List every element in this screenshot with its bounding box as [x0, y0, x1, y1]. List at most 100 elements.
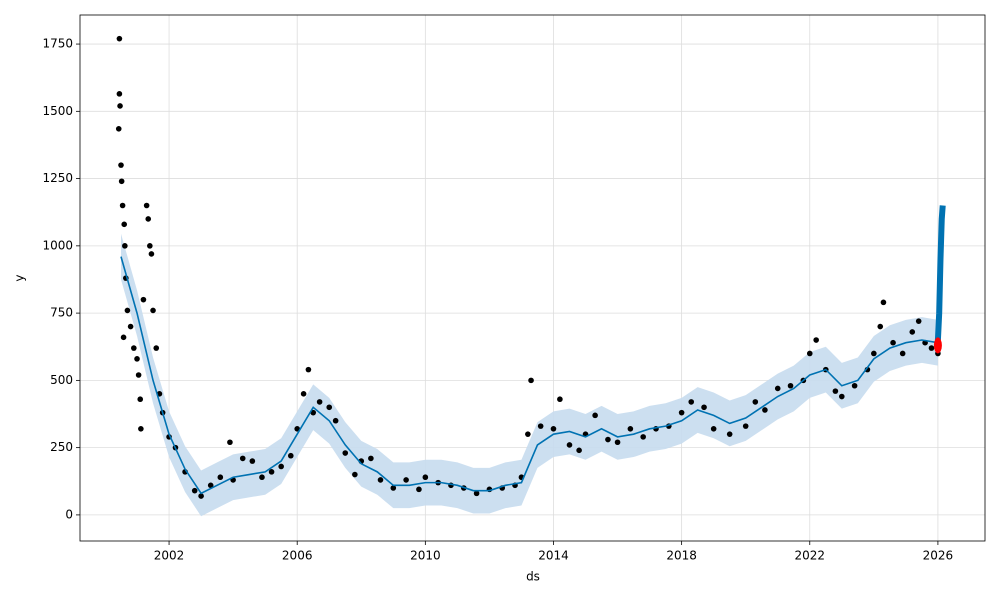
actual-point [137, 396, 144, 403]
actual-point [153, 345, 160, 351]
actual-point [148, 251, 155, 257]
actual-point [422, 474, 429, 481]
actual-point [774, 385, 781, 392]
actual-point [688, 399, 695, 405]
x-tick-label: 2010 [410, 549, 441, 563]
actual-point [138, 426, 144, 432]
actual-point [127, 323, 134, 330]
y-axis-label: y [13, 274, 27, 281]
actual-point [915, 318, 922, 324]
actual-point [239, 455, 246, 462]
y-tick-label: 250 [50, 440, 73, 454]
y-tick-label: 1000 [42, 238, 73, 252]
actual-point [147, 243, 153, 249]
actual-point [268, 469, 275, 475]
uncertainty-band [121, 233, 938, 517]
actual-point [131, 345, 137, 351]
actual-point [605, 436, 611, 443]
actual-point [377, 477, 384, 483]
actual-point [787, 382, 794, 389]
actual-point [416, 486, 422, 493]
actual-point [300, 391, 307, 397]
actual-point [140, 296, 147, 303]
actual-point [326, 404, 333, 411]
x-tick-label: 2018 [666, 549, 697, 563]
actual-point [678, 409, 685, 416]
actual-point [294, 426, 301, 432]
actual-point [640, 434, 646, 440]
actual-point [813, 337, 819, 343]
actual-point [871, 350, 877, 357]
y-tick-label: 500 [50, 373, 73, 387]
x-axis-label: ds [526, 570, 540, 584]
y-tick-label: 750 [50, 306, 73, 320]
forecast-line [120, 256, 939, 495]
x-tick-label: 2006 [282, 549, 313, 563]
actual-point [742, 423, 749, 429]
future-forecast [934, 205, 946, 341]
actual-point [550, 426, 557, 432]
actual-point [117, 103, 123, 109]
actual-point [627, 426, 634, 432]
actual-point [135, 372, 142, 378]
actual-point [851, 382, 858, 389]
actual-point [592, 412, 598, 419]
y-tick-label: 1500 [42, 104, 73, 118]
actual-point [390, 485, 397, 491]
actual-point [305, 366, 312, 373]
actual-point [890, 339, 896, 346]
actual-point [726, 431, 733, 437]
actual-point [217, 474, 224, 481]
actual-point [899, 350, 906, 357]
actual-point [191, 487, 198, 494]
x-tick-label: 2002 [154, 549, 185, 563]
actual-point [806, 350, 813, 357]
actual-point [122, 243, 128, 249]
actual-point [310, 409, 317, 416]
actual-point [928, 345, 935, 351]
latest-point [933, 337, 942, 354]
x-tick-label: 2026 [923, 549, 954, 563]
actual-point [752, 399, 759, 405]
actual-point [762, 407, 768, 413]
actual-point [121, 221, 128, 228]
actual-point [227, 439, 233, 446]
actual-point [150, 307, 156, 314]
actual-point [145, 216, 152, 222]
actual-point [566, 442, 573, 448]
actual-point [352, 471, 358, 478]
actual-point [143, 202, 150, 209]
actual-point [207, 482, 214, 489]
actual-point [115, 126, 122, 132]
actual-point [332, 417, 339, 424]
actual-point [576, 447, 582, 454]
y-tick-label: 1750 [42, 37, 73, 51]
actual-point [287, 452, 294, 459]
actual-point [119, 202, 126, 209]
actual-point [528, 377, 534, 384]
actual-point [134, 356, 140, 362]
actual-point [120, 334, 127, 341]
actual-point [710, 426, 717, 432]
actual-point [278, 463, 284, 470]
actual-point [342, 450, 349, 456]
y-tick-label: 0 [65, 507, 73, 521]
actual-point [701, 404, 707, 411]
actual-point [116, 35, 123, 42]
actual-point [316, 399, 323, 405]
actual-point [880, 299, 887, 306]
actual-point [557, 396, 563, 403]
plot-frame [79, 14, 986, 542]
actual-point [403, 477, 409, 483]
actual-point [368, 455, 374, 462]
actual-point [259, 474, 265, 481]
x-tick-label: 2014 [538, 549, 569, 563]
actual-point [249, 458, 256, 464]
x-tick-label: 2022 [794, 549, 825, 563]
actual-point [877, 323, 884, 330]
actual-point [909, 329, 916, 335]
actual-point [124, 307, 131, 314]
actual-point [473, 490, 480, 497]
actual-point [614, 439, 621, 446]
